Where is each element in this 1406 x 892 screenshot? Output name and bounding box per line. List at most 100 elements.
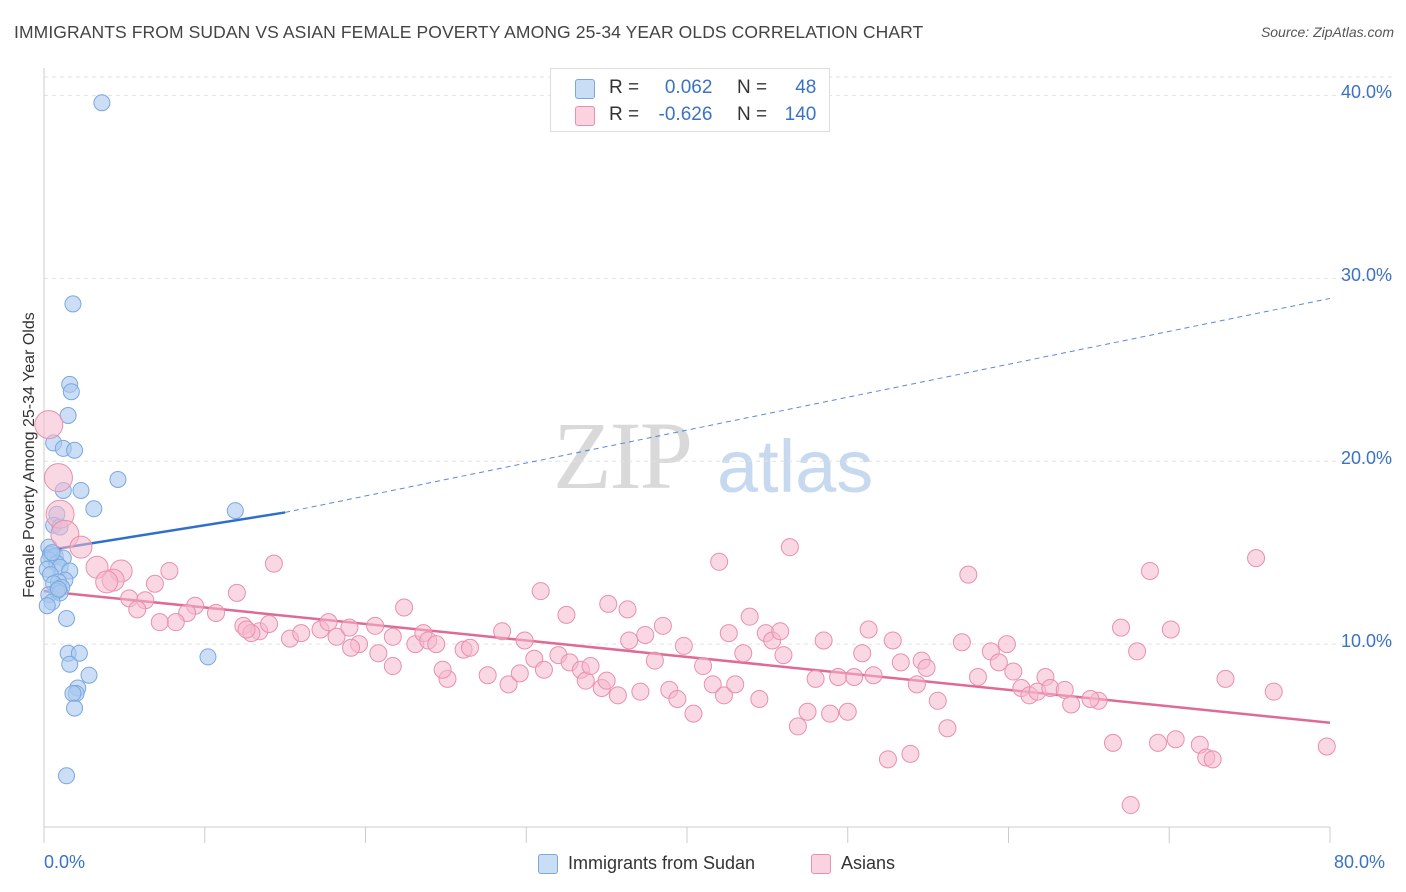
point-asians (1121, 796, 1140, 815)
point-asians (43, 463, 73, 493)
point-asians (636, 625, 655, 644)
point-asians (1128, 642, 1147, 661)
point-sudan (226, 502, 244, 520)
point-asians (798, 702, 817, 721)
point-asians (342, 638, 361, 657)
point-asians (684, 704, 703, 723)
point-asians (694, 657, 713, 676)
point-asians (968, 668, 987, 687)
point-asians (864, 666, 883, 685)
point-sudan (66, 699, 84, 717)
point-asians (989, 653, 1008, 672)
point-sudan (58, 610, 76, 628)
point-asians (719, 624, 738, 643)
point-asians (1081, 689, 1100, 708)
point-asians (433, 660, 452, 679)
point-asians (510, 664, 529, 683)
point-asians (653, 616, 672, 635)
point-asians (1103, 733, 1122, 752)
point-asians (478, 666, 497, 685)
point-asians (703, 675, 722, 694)
point-asians (620, 631, 639, 650)
legend-n-label: N = (736, 104, 768, 125)
point-sudan (64, 295, 82, 313)
watermark-zip: ZIP (553, 402, 693, 509)
point-asians (292, 624, 311, 643)
point-asians (515, 631, 534, 650)
point-asians (319, 613, 338, 632)
point-asians (814, 631, 833, 650)
point-asians (427, 635, 446, 654)
point-asians (1264, 682, 1283, 701)
legend-label-sudan: Immigrants from Sudan (568, 853, 756, 873)
point-asians (821, 704, 840, 723)
y-axis-label: Female Poverty Among 25-34 Year Olds (21, 312, 38, 598)
point-asians (771, 622, 790, 641)
point-asians (726, 675, 745, 694)
point-asians (237, 620, 256, 639)
point-asians (928, 691, 947, 710)
legend-r-label: R = (609, 104, 640, 125)
correlation-legend: R = 0.062 N = 48 R = -0.626 N = 140 (550, 68, 830, 132)
point-asians (917, 658, 936, 677)
point-asians (581, 657, 600, 676)
point-asians (1161, 620, 1180, 639)
point-sudan (199, 648, 217, 666)
point-asians (608, 686, 627, 705)
point-asians (1203, 750, 1222, 769)
point-sudan (49, 580, 67, 598)
point-sudan (109, 471, 127, 489)
point-asians (734, 644, 753, 663)
point-asians (1140, 561, 1159, 580)
point-sudan (43, 544, 61, 562)
point-asians (668, 689, 687, 708)
point-asians (907, 675, 926, 694)
point-asians (499, 675, 518, 694)
point-asians (369, 644, 388, 663)
y-tick-label-30: 30.0% (1340, 265, 1392, 286)
point-asians (227, 583, 246, 602)
point-sudan (64, 684, 82, 702)
point-asians (806, 669, 825, 688)
watermark-atlas: atlas (717, 425, 874, 508)
point-asians (327, 627, 346, 646)
legend-r-value-sudan: 0.062 (664, 77, 713, 98)
point-asians (531, 582, 550, 601)
point-asians (383, 657, 402, 676)
point-sudan (62, 383, 80, 401)
point-asians (395, 598, 414, 617)
point-asians (645, 651, 664, 670)
point-asians (1004, 662, 1023, 681)
point-asians (780, 538, 799, 557)
point-asians (859, 620, 878, 639)
point-sudan (61, 655, 79, 673)
point-asians (1148, 733, 1167, 752)
legend-n-value-asians: 140 (784, 104, 817, 125)
point-asians (883, 631, 902, 650)
y-tick-label-10: 10.0% (1340, 631, 1392, 652)
point-asians (69, 535, 93, 559)
point-asians (1062, 695, 1081, 714)
point-asians (750, 689, 769, 708)
point-asians (34, 410, 64, 440)
point-asians (493, 622, 512, 641)
point-asians (997, 635, 1016, 654)
series-legend: Immigrants from Sudan Asians (0, 852, 1406, 876)
chart-title: IMMIGRANTS FROM SUDAN VS ASIAN FEMALE PO… (14, 22, 924, 42)
point-sudan (80, 666, 98, 684)
point-asians (1317, 737, 1336, 756)
point-asians (853, 644, 872, 663)
series-immigrants-from-sudan (38, 94, 244, 785)
legend-r-label: R = (609, 77, 640, 98)
point-asians (599, 594, 618, 613)
point-asians (710, 552, 729, 571)
y-tick-label-40: 40.0% (1340, 82, 1392, 103)
legend-swatch-sudan-bottom (538, 854, 558, 874)
point-asians (774, 646, 793, 665)
legend-swatch-sudan (575, 79, 595, 99)
point-asians (938, 719, 957, 738)
point-asians (264, 554, 283, 573)
trend-line-asians (43, 589, 1331, 724)
point-sudan (59, 406, 77, 424)
